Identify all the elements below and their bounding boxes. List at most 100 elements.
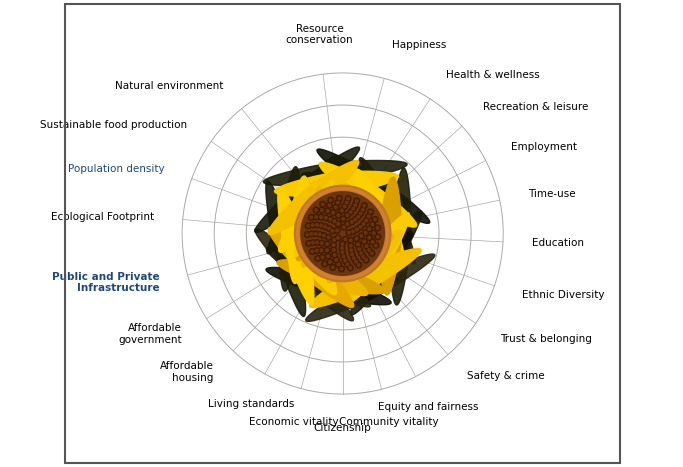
Polygon shape	[322, 177, 403, 232]
Polygon shape	[278, 243, 368, 296]
Polygon shape	[350, 183, 388, 258]
Circle shape	[375, 234, 380, 240]
Circle shape	[354, 218, 357, 221]
Circle shape	[375, 225, 380, 231]
Circle shape	[359, 212, 362, 215]
Circle shape	[370, 221, 376, 227]
Circle shape	[365, 245, 368, 248]
Polygon shape	[279, 168, 339, 252]
Circle shape	[364, 231, 367, 234]
Circle shape	[307, 242, 310, 245]
Polygon shape	[343, 213, 400, 294]
Circle shape	[348, 243, 354, 248]
Circle shape	[361, 203, 367, 208]
Polygon shape	[288, 208, 336, 293]
Circle shape	[350, 228, 356, 234]
Circle shape	[335, 262, 342, 267]
Circle shape	[326, 242, 329, 246]
Circle shape	[328, 204, 331, 207]
Text: Equity and fairness: Equity and fairness	[378, 402, 479, 412]
Circle shape	[313, 207, 319, 213]
Circle shape	[354, 198, 359, 204]
Circle shape	[326, 226, 332, 231]
Circle shape	[348, 248, 354, 253]
Text: Time-use: Time-use	[528, 189, 576, 199]
Circle shape	[324, 248, 330, 253]
Circle shape	[361, 254, 366, 260]
Polygon shape	[314, 201, 377, 218]
Circle shape	[326, 255, 329, 258]
Circle shape	[346, 223, 349, 226]
Circle shape	[309, 231, 314, 237]
Polygon shape	[298, 190, 317, 288]
Circle shape	[367, 248, 371, 252]
Polygon shape	[319, 162, 417, 227]
Circle shape	[335, 200, 341, 205]
Polygon shape	[268, 227, 354, 307]
Circle shape	[347, 197, 350, 200]
Polygon shape	[301, 184, 318, 276]
Polygon shape	[277, 260, 385, 294]
Circle shape	[334, 227, 340, 233]
Text: Trust & belonging: Trust & belonging	[500, 334, 591, 345]
Circle shape	[316, 224, 318, 226]
Circle shape	[348, 209, 354, 215]
Polygon shape	[359, 192, 383, 263]
Circle shape	[305, 232, 310, 238]
Circle shape	[307, 224, 309, 227]
Circle shape	[346, 201, 348, 204]
Circle shape	[344, 200, 350, 205]
Circle shape	[320, 224, 322, 227]
Circle shape	[323, 215, 329, 221]
Circle shape	[345, 221, 350, 227]
Circle shape	[332, 252, 337, 258]
Circle shape	[313, 214, 319, 220]
Circle shape	[346, 230, 352, 236]
Circle shape	[333, 220, 336, 223]
Circle shape	[346, 214, 349, 217]
Polygon shape	[264, 161, 407, 186]
Text: Safety & crime: Safety & crime	[467, 371, 544, 382]
Circle shape	[342, 255, 345, 258]
Circle shape	[309, 248, 315, 255]
Polygon shape	[361, 196, 378, 266]
Circle shape	[368, 227, 371, 230]
Polygon shape	[350, 211, 422, 315]
Circle shape	[339, 241, 346, 247]
Circle shape	[366, 247, 372, 253]
Circle shape	[318, 223, 324, 228]
Circle shape	[371, 223, 374, 226]
Circle shape	[323, 262, 326, 265]
Circle shape	[319, 240, 324, 246]
Circle shape	[318, 233, 321, 236]
Circle shape	[369, 211, 372, 213]
Circle shape	[366, 226, 372, 232]
Circle shape	[354, 236, 359, 241]
Polygon shape	[331, 232, 413, 303]
Circle shape	[314, 232, 317, 235]
Text: Population density: Population density	[68, 164, 165, 174]
Text: Economic vitality: Economic vitality	[249, 417, 339, 426]
Polygon shape	[296, 249, 374, 273]
Circle shape	[314, 240, 320, 246]
Circle shape	[352, 217, 358, 222]
Circle shape	[341, 254, 346, 259]
Text: Community vitality: Community vitality	[339, 417, 438, 427]
Circle shape	[355, 228, 359, 231]
Circle shape	[371, 230, 377, 236]
Circle shape	[315, 209, 318, 212]
Circle shape	[320, 216, 322, 219]
Circle shape	[363, 230, 368, 235]
Polygon shape	[365, 194, 381, 279]
Circle shape	[354, 260, 357, 263]
Circle shape	[359, 226, 362, 228]
Circle shape	[325, 254, 331, 259]
Circle shape	[355, 241, 361, 247]
Polygon shape	[275, 171, 399, 197]
Circle shape	[349, 267, 352, 269]
Circle shape	[311, 224, 314, 226]
Polygon shape	[293, 262, 391, 276]
Circle shape	[318, 248, 324, 253]
Circle shape	[329, 218, 332, 221]
Polygon shape	[288, 269, 398, 290]
